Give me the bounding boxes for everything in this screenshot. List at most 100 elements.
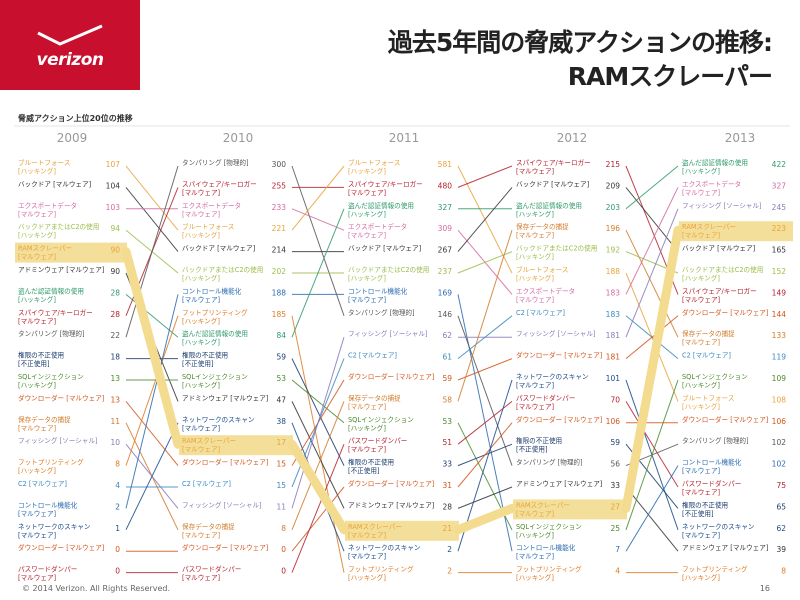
threat-value: 56 xyxy=(610,460,620,469)
threat-label: バックドアまたはC2の使用 xyxy=(18,222,99,231)
verizon-logo: verizon xyxy=(0,0,140,90)
threat-label: バックドア [マルウェア] xyxy=(682,245,755,253)
threat-value: 70 xyxy=(610,395,620,404)
threat-label: [マルウェア] xyxy=(516,510,554,518)
threat-value: 2 xyxy=(447,567,452,576)
threat-label: [ハッキング] xyxy=(182,381,220,390)
threat-value: 183 xyxy=(606,288,621,297)
connector-line xyxy=(625,208,679,338)
threat-value: 209 xyxy=(606,181,621,190)
threat-value: 181 xyxy=(606,331,621,340)
threat-value: 21 xyxy=(442,524,452,533)
threat-value: 31 xyxy=(442,481,452,490)
connector-line xyxy=(625,165,679,210)
threat-label: タンパリング [物理的] xyxy=(348,308,415,317)
threat-label: バックドア [マルウェア] xyxy=(348,245,421,253)
threat-value: 181 xyxy=(606,353,621,362)
threat-value: 25 xyxy=(610,524,620,533)
copyright-text: © 2014 Verizon. All Rights Reserved. xyxy=(22,584,170,593)
connector-line xyxy=(625,465,679,552)
threat-label: バックドア [マルウェア] xyxy=(18,180,91,188)
threat-label: [ハッキング] xyxy=(348,423,386,432)
threat-label: フットプリンティング xyxy=(682,565,748,574)
threat-label: ダウンローダー [マルウェア] xyxy=(348,479,434,488)
highlight-layer xyxy=(15,221,793,541)
threat-label: パスワードダンパー xyxy=(182,565,241,574)
threat-label: [ハッキング] xyxy=(182,316,220,325)
threat-label: タンパリング [物理的] xyxy=(182,158,249,167)
threat-label: ダウンローダー [マルウェア] xyxy=(516,415,602,424)
threat-value: 11 xyxy=(110,417,120,426)
connector-line xyxy=(625,401,679,488)
threat-value: 119 xyxy=(772,353,787,362)
highlight-connector xyxy=(287,439,349,535)
threat-label: パスワードダンパー xyxy=(348,436,407,445)
connector-line xyxy=(125,165,179,338)
threat-value: 152 xyxy=(772,267,787,276)
threat-label: フィッシング [ソーシャル] xyxy=(182,500,262,509)
threat-value: 0 xyxy=(281,545,286,554)
threat-label: [マルウェア] xyxy=(182,424,220,432)
threat-label: [マルウェア] xyxy=(348,296,386,304)
threat-value: 51 xyxy=(442,438,452,447)
highlight-box xyxy=(345,520,459,541)
connector-line xyxy=(457,401,513,445)
threat-value: 22 xyxy=(110,331,120,340)
connector-line xyxy=(291,208,345,338)
threat-label: [ハッキング] xyxy=(348,274,386,283)
threat-value: 90 xyxy=(110,246,120,255)
connector-line xyxy=(457,165,513,188)
threat-label: SQLインジェクション xyxy=(18,373,84,381)
threat-label: バックドアまたはC2の使用 xyxy=(348,265,429,274)
threat-value: 233 xyxy=(272,203,287,212)
highlight-connector xyxy=(121,247,183,449)
connector-line xyxy=(625,379,679,530)
threat-value: 75 xyxy=(776,481,786,490)
connector-line xyxy=(457,315,513,466)
threat-label: [ハッキング] xyxy=(682,167,720,176)
threat-value: 149 xyxy=(772,288,787,297)
threat-label: [マルウェア] xyxy=(182,189,220,197)
threat-label: コントロール機能化 xyxy=(348,286,408,295)
threat-value: 309 xyxy=(438,224,453,233)
threat-value: 0 xyxy=(281,567,286,576)
threat-value: 267 xyxy=(438,246,453,255)
threat-label: [ハッキング] xyxy=(18,381,56,390)
threat-label: RAMスクレーパー xyxy=(182,437,236,445)
threat-label: パスワードダンパー xyxy=(516,393,575,402)
threat-value: 107 xyxy=(106,160,121,169)
year-label-2013: 2013 xyxy=(725,131,756,145)
threat-label: 権限の不正使用 xyxy=(18,351,64,360)
threat-label: [ハッキング] xyxy=(516,573,554,582)
threat-label: [マルウェア] xyxy=(516,296,554,304)
threat-value: 4 xyxy=(615,567,620,576)
threat-label: [マルウェア] xyxy=(18,317,56,325)
threat-label: コントロール機能化 xyxy=(182,286,242,295)
threat-label: 権限の不正使用 xyxy=(182,351,228,360)
threat-label: [マルウェア] xyxy=(348,403,386,411)
threat-label: [ハッキング] xyxy=(182,231,220,240)
threat-label: [マルウェア] xyxy=(182,446,220,454)
threat-label: フットプリンティング xyxy=(182,308,248,317)
threat-label: ネットワークのスキャン xyxy=(348,544,421,552)
logo-text: verizon xyxy=(36,50,105,70)
threat-label: 権限の不正使用 xyxy=(348,458,394,467)
threat-value: 104 xyxy=(106,181,121,190)
threat-label: コントロール機能化 xyxy=(682,458,742,467)
threat-label: 保存データの捕捉 xyxy=(182,522,235,531)
labels-layer: 2009 2010 2011 2012 2013ブルートフォース[ハッキング]107バッ… xyxy=(18,131,786,582)
connector-line xyxy=(125,401,179,466)
threat-value: 237 xyxy=(438,267,453,276)
threat-value: 214 xyxy=(272,246,287,255)
threat-value: 90 xyxy=(110,267,120,276)
threat-label: アドミンウェア [マルウェア] xyxy=(182,394,268,402)
threat-label: [マルウェア] xyxy=(682,531,720,539)
threat-value: 327 xyxy=(438,203,453,212)
highlight-box xyxy=(513,499,627,520)
threat-value: 188 xyxy=(606,267,621,276)
threat-label: エクスポートデータ xyxy=(516,286,575,295)
threat-label: ダウンローダー [マルウェア] xyxy=(182,458,268,467)
threat-value: 65 xyxy=(776,502,786,511)
threat-label: [ハッキング] xyxy=(682,402,720,411)
threat-label: ダウンローダー [マルウェア] xyxy=(348,372,434,381)
